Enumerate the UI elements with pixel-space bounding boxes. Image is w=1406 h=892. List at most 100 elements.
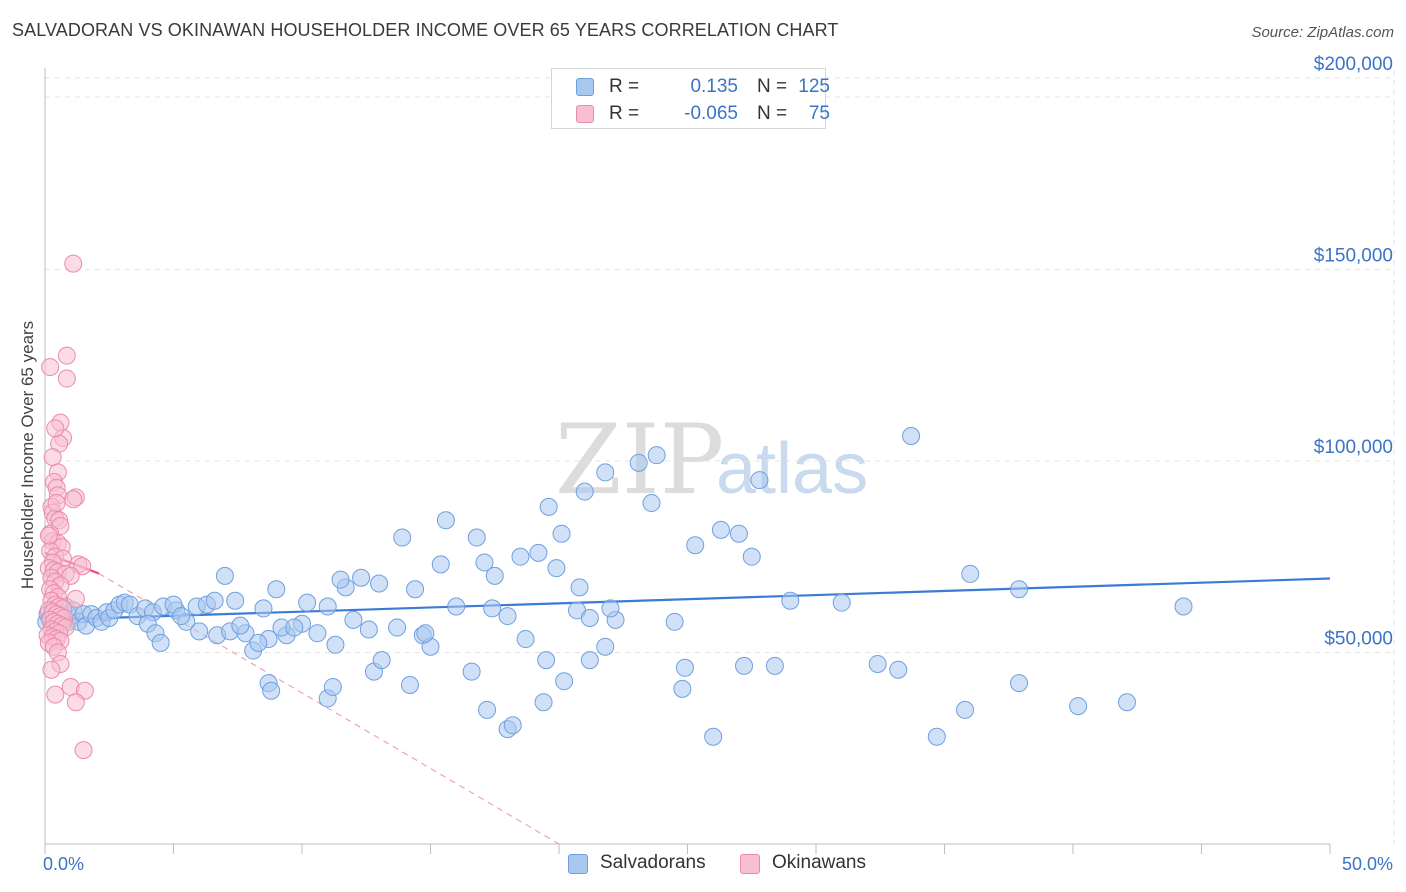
- okinawans-point: [41, 358, 60, 377]
- salvadorans-point: [151, 633, 170, 652]
- salvadorans-point: [675, 658, 694, 677]
- salvadorans-point: [478, 700, 497, 719]
- salvadorans-point: [400, 676, 419, 695]
- salvadorans-legend-label: Salvadorans: [600, 852, 706, 873]
- y-tick-label: $100,000: [1314, 437, 1393, 458]
- salvadorans-point: [765, 656, 784, 675]
- okinawans-legend-swatch: [740, 854, 760, 874]
- salvadorans-point: [868, 654, 887, 673]
- salvadorans-point: [359, 620, 378, 639]
- okinawans-point: [47, 494, 66, 513]
- okinawans-point: [43, 448, 62, 467]
- source-label: Source: ZipAtlas.com: [1251, 24, 1394, 41]
- salvadorans-point: [1117, 693, 1136, 712]
- okinawans-point: [64, 254, 83, 273]
- salvadorans-point: [711, 520, 730, 539]
- x-tick-label-max: 50.0%: [1342, 854, 1393, 874]
- salvadorans-point: [1174, 597, 1193, 616]
- x-tick-label-min: 0.0%: [43, 854, 84, 874]
- salvadorans-point: [735, 656, 754, 675]
- salvadorans-point: [172, 607, 191, 626]
- salvadorans-point: [503, 716, 522, 735]
- salvadorans-point: [742, 547, 761, 566]
- salvadorans-point: [570, 578, 589, 597]
- n-label: N =: [757, 76, 788, 97]
- watermark-atlas: atlas: [716, 429, 868, 509]
- salvadorans-point: [352, 568, 371, 587]
- salvadorans-point: [927, 727, 946, 746]
- salvadorans-point: [686, 536, 705, 555]
- salvadorans-point: [249, 633, 268, 652]
- salvadorans-point: [331, 570, 350, 589]
- okinawans-swatch: [576, 105, 594, 123]
- salvadorans-point: [298, 593, 317, 612]
- salvadorans-point: [262, 681, 281, 700]
- salvadorans-point: [647, 446, 666, 465]
- salvadorans-point: [580, 651, 599, 670]
- salvadorans-point: [673, 679, 692, 698]
- salvadorans-point: [601, 599, 620, 618]
- salvadorans-point: [902, 427, 921, 446]
- salvadorans-point: [318, 597, 337, 616]
- points: [37, 254, 1193, 760]
- salvadorans-point: [534, 693, 553, 712]
- salvadorans-point: [326, 635, 345, 654]
- y-tick-label: $150,000: [1314, 245, 1393, 266]
- n-value: 125: [798, 76, 830, 97]
- salvadorans-point: [190, 622, 209, 641]
- salvadorans-point: [1010, 674, 1029, 693]
- axis-labels: Householder Income Over 65 years 0.0% 50…: [18, 321, 1393, 874]
- okinawans-point: [42, 660, 61, 679]
- okinawans-point: [64, 490, 83, 509]
- y-tick-label: $200,000: [1314, 54, 1393, 75]
- okinawans-point: [46, 685, 65, 704]
- salvadorans-point: [231, 616, 250, 635]
- salvadorans-point: [416, 624, 435, 643]
- salvadorans-point: [467, 528, 486, 547]
- salvadorans-point: [665, 612, 684, 631]
- salvadorans-point: [629, 453, 648, 472]
- r-value: -0.065: [684, 103, 738, 124]
- salvadorans-point: [547, 559, 566, 578]
- salvadorans-point: [254, 599, 273, 618]
- n-label: N =: [757, 103, 788, 124]
- y-tick-label: $50,000: [1324, 628, 1393, 649]
- r-label: R =: [609, 103, 640, 124]
- salvadorans-point: [552, 524, 571, 543]
- okinawans-legend-label: Okinawans: [772, 852, 866, 873]
- salvadorans-point: [406, 580, 425, 599]
- salvadorans-point: [580, 608, 599, 627]
- okinawans-point: [66, 693, 85, 712]
- y-axis-label: Householder Income Over 65 years: [18, 321, 37, 589]
- salvadorans-point: [961, 564, 980, 583]
- salvadorans-point: [388, 618, 407, 637]
- salvadorans-point: [323, 677, 342, 696]
- salvadorans-point: [781, 591, 800, 610]
- okinawans-point: [66, 589, 85, 608]
- stats-legend: R = 0.135 N = 125 R = -0.065 N = 75: [551, 68, 830, 129]
- r-label: R =: [609, 76, 640, 97]
- salvadorans-point: [956, 700, 975, 719]
- salvadorans-point: [205, 591, 224, 610]
- salvadorans-point: [485, 566, 504, 585]
- salvadorans-point: [555, 672, 574, 691]
- salvadorans-point: [539, 497, 558, 516]
- salvadorans-point: [393, 528, 412, 547]
- salvadorans-point: [462, 662, 481, 681]
- salvadorans-point: [344, 610, 363, 629]
- salvadorans-point: [285, 618, 304, 637]
- salvadorans-point: [575, 482, 594, 501]
- salvadorans-point: [447, 597, 466, 616]
- salvadorans-point: [750, 471, 769, 490]
- salvadorans-point: [529, 543, 548, 562]
- chart-title: SALVADORAN VS OKINAWAN HOUSEHOLDER INCOM…: [12, 20, 839, 40]
- salvadorans-point: [475, 553, 494, 572]
- salvadorans-point: [267, 580, 286, 599]
- salvadorans-point: [431, 555, 450, 574]
- okinawans-point: [39, 526, 58, 545]
- salvadorans-point: [511, 547, 530, 566]
- salvadorans-point: [372, 651, 391, 670]
- okinawans-point: [73, 557, 92, 576]
- salvadorans-point: [226, 591, 245, 610]
